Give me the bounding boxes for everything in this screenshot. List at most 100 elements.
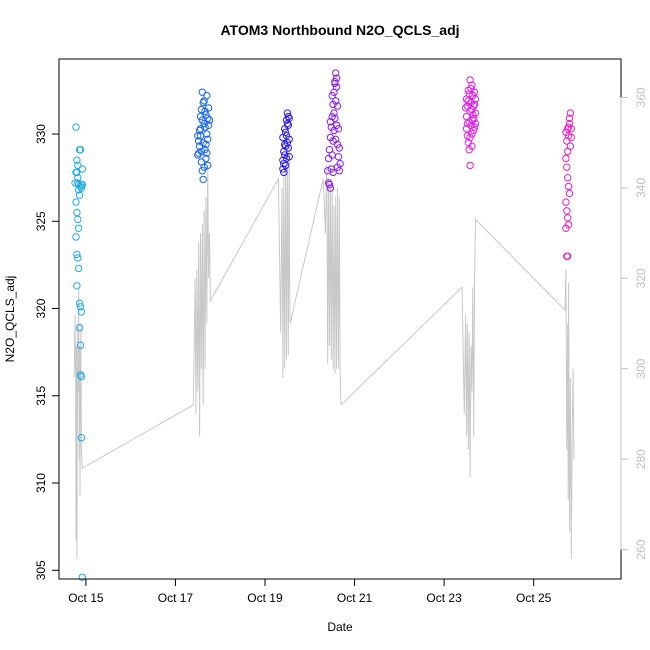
y2-tick-label-3: 320 xyxy=(634,268,648,288)
point-s0-7 xyxy=(74,179,82,187)
point-s3-34 xyxy=(331,79,339,88)
point-s0-0 xyxy=(72,123,80,131)
point-s4-2 xyxy=(463,119,472,128)
point-s3-25 xyxy=(333,140,342,149)
point-s4-34 xyxy=(466,133,474,142)
point-s0-11 xyxy=(73,208,81,217)
point-s4-5 xyxy=(466,76,474,84)
y-tick-label-3: 320 xyxy=(34,298,48,318)
y-tick-label-4: 325 xyxy=(34,211,48,231)
point-s3-16 xyxy=(325,180,334,189)
point-s4-16 xyxy=(466,161,474,170)
point-s0-17 xyxy=(75,264,83,273)
point-s1-30 xyxy=(203,149,211,157)
point-s1-1 xyxy=(195,137,203,145)
point-s3-9 xyxy=(332,69,340,77)
x-tick-label-3: Oct 21 xyxy=(337,591,373,605)
point-s5-21 xyxy=(565,119,574,128)
point-s0-34 xyxy=(77,184,86,192)
point-s0-14 xyxy=(72,233,80,241)
y-tick-label-5: 330 xyxy=(34,124,48,144)
point-s0-23 xyxy=(76,341,85,349)
point-s5-9 xyxy=(564,174,572,182)
point-s2-19 xyxy=(281,125,289,133)
point-s0-32 xyxy=(71,179,79,187)
x-tick-label-4: Oct 23 xyxy=(426,591,462,605)
y2-tick-label-2: 300 xyxy=(634,358,648,378)
point-s0-9 xyxy=(75,191,84,199)
point-s0-19 xyxy=(75,299,84,307)
point-s4-18 xyxy=(468,130,476,138)
point-s4-30 xyxy=(468,81,476,89)
point-s1-8 xyxy=(201,146,209,154)
point-s4-28 xyxy=(464,86,472,95)
y-tick-label-1: 310 xyxy=(34,473,48,493)
point-s3-0 xyxy=(324,167,332,175)
point-s4-27 xyxy=(470,123,479,131)
x-axis: Oct 15 Oct 17 Oct 19 Oct 21 Oct 23 Oct 25 xyxy=(68,578,552,605)
y2-tick-label-4: 340 xyxy=(634,178,648,198)
points-layer xyxy=(71,69,575,581)
point-s2-10 xyxy=(281,151,289,159)
point-s1-25 xyxy=(205,116,214,124)
point-s3-17 xyxy=(326,184,335,192)
point-s0-21 xyxy=(77,308,86,316)
point-s0-20 xyxy=(76,303,85,311)
point-s0-25 xyxy=(77,372,86,381)
point-s1-34 xyxy=(198,116,207,124)
point-s5-22 xyxy=(564,132,573,140)
point-s1-29 xyxy=(201,107,209,116)
point-s5-11 xyxy=(565,189,574,198)
point-s1-32 xyxy=(200,97,208,105)
point-s5-4 xyxy=(565,114,574,123)
point-s0-18 xyxy=(73,282,81,290)
point-s0-10 xyxy=(72,198,80,206)
point-s4-32 xyxy=(462,95,471,103)
point-s3-35 xyxy=(332,74,341,82)
secondary-line xyxy=(73,142,575,559)
point-s3-23 xyxy=(332,97,340,105)
x-axis-label: Date xyxy=(327,620,353,634)
point-s0-29 xyxy=(78,165,87,173)
point-s1-15 xyxy=(196,132,205,140)
point-s3-13 xyxy=(335,144,343,152)
point-s5-10 xyxy=(564,182,573,191)
point-s1-3 xyxy=(196,112,205,121)
point-s3-30 xyxy=(332,135,340,144)
point-s3-32 xyxy=(326,118,335,126)
point-s4-33 xyxy=(471,119,480,128)
point-s5-16 xyxy=(562,224,570,233)
point-s1-4 xyxy=(197,105,206,114)
point-s0-12 xyxy=(74,215,82,224)
point-s0-26 xyxy=(77,434,86,442)
point-s1-26 xyxy=(194,132,202,140)
point-s1-17 xyxy=(198,167,207,175)
point-s1-21 xyxy=(202,111,210,119)
x-tick-label-1: Oct 17 xyxy=(158,591,194,605)
point-s0-35 xyxy=(78,180,87,189)
point-s1-18 xyxy=(199,175,207,184)
point-s5-23 xyxy=(564,125,572,133)
point-s4-29 xyxy=(466,107,474,116)
point-s2-23 xyxy=(285,114,293,123)
point-s4-25 xyxy=(467,98,475,107)
point-s1-9 xyxy=(202,154,210,163)
point-s2-5 xyxy=(283,109,292,117)
point-s0-1 xyxy=(73,156,81,164)
y2-tick-label-0: 260 xyxy=(634,539,648,559)
x-tick-label-5: Oct 25 xyxy=(516,591,552,605)
point-s5-12 xyxy=(562,198,570,206)
point-s3-31 xyxy=(333,163,342,171)
point-s3-29 xyxy=(330,109,338,117)
y2-axis: 260 280 300 320 340 360 xyxy=(620,87,648,560)
y2-tick-label-5: 360 xyxy=(634,87,648,107)
point-s4-35 xyxy=(468,142,476,150)
y-tick-label-0: 305 xyxy=(34,560,48,580)
point-s1-27 xyxy=(196,125,205,133)
chart-title: ATOM3 Northbound N2O_QCLS_adj xyxy=(220,22,459,38)
point-s2-1 xyxy=(280,147,288,156)
point-s2-20 xyxy=(282,154,291,163)
x-tick-label-2: Oct 19 xyxy=(247,591,283,605)
